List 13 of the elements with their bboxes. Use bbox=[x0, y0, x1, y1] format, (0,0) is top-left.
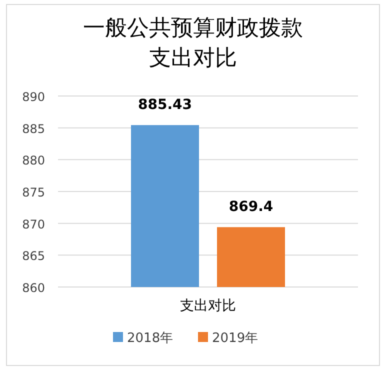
data-label: 885.43 bbox=[138, 97, 192, 114]
data-label: 869.4 bbox=[228, 199, 274, 216]
legend-label: 2018年 bbox=[127, 331, 174, 346]
y-tick-label: 870 bbox=[22, 217, 45, 232]
y-tick-label: 875 bbox=[22, 186, 45, 200]
y-tick-label: 885 bbox=[22, 122, 45, 136]
y-tick-label: 865 bbox=[22, 249, 45, 264]
y-tick-label: 860 bbox=[22, 281, 45, 295]
legend-label: 2019年 bbox=[212, 331, 258, 346]
category-label: 支出对比 bbox=[180, 298, 236, 314]
y-tick-label: 890 bbox=[22, 90, 45, 104]
title: 一般公共预算财政拨款支出对比 bbox=[82, 15, 304, 73]
y-tick-label: 880 bbox=[22, 154, 45, 168]
